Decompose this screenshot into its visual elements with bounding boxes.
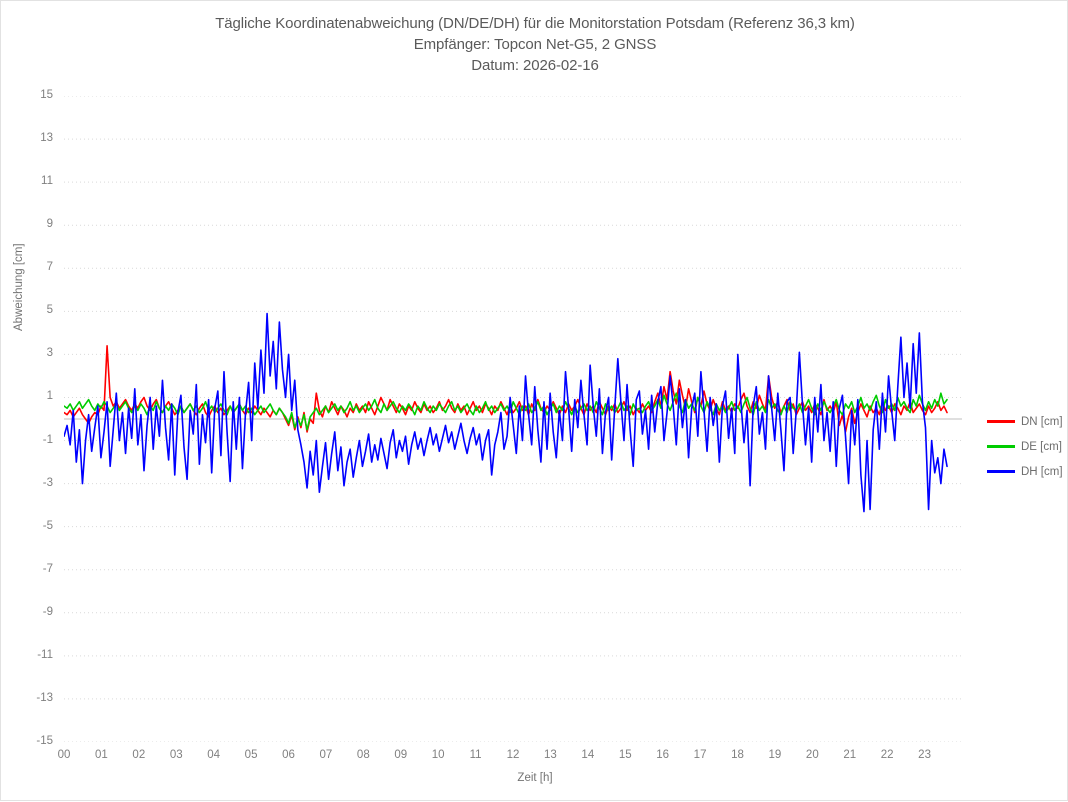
legend-item-label: DE [cm]	[1021, 440, 1062, 453]
y-tick-label: -7	[42, 562, 53, 575]
y-tick-label: -15	[36, 735, 53, 747]
y-axis-label: Abweichung [cm]	[13, 243, 25, 331]
y-tick-label: -9	[42, 605, 53, 618]
y-tick-label: 11	[41, 175, 53, 188]
legend-item[interactable]: DE [cm]	[987, 434, 1068, 459]
y-tick-label: -11	[37, 648, 53, 661]
y-tick-label: 3	[46, 347, 53, 360]
x-tick-label: 06	[282, 749, 295, 761]
x-tick-label: 23	[918, 749, 931, 761]
y-tick-label: 5	[46, 304, 53, 317]
x-tick-label: 16	[656, 749, 670, 761]
series-canvas	[64, 96, 962, 742]
x-tick-label: 08	[356, 749, 370, 761]
x-tick-label: 15	[618, 749, 632, 761]
x-tick-label: 07	[319, 749, 333, 761]
chart-title-line-3: Datum: 2026-02-16	[471, 57, 599, 74]
legend-color-swatch	[987, 420, 1015, 423]
x-tick-label: 02	[132, 749, 146, 761]
x-tick-label: 19	[768, 749, 782, 761]
legend-item-label: DH [cm]	[1021, 465, 1063, 478]
plot-area	[64, 96, 962, 742]
y-tick-label: -3	[42, 476, 53, 489]
y-tick-label: -13	[36, 691, 53, 704]
x-tick-label: 04	[207, 749, 221, 761]
series-line	[64, 312, 948, 513]
y-tick-label: 13	[40, 132, 53, 145]
x-tick-label: 00	[57, 749, 71, 761]
y-tick-label: -1	[42, 433, 53, 446]
legend-color-swatch	[987, 470, 1015, 473]
x-tick-label: 21	[843, 749, 857, 761]
x-tick-label: 09	[394, 749, 408, 761]
legend-item-label: DN [cm]	[1021, 415, 1063, 428]
x-tick-label: 18	[731, 749, 744, 761]
legend-item[interactable]: DH [cm]	[987, 459, 1068, 484]
legend-color-swatch	[987, 445, 1015, 448]
x-tick-label: 22	[880, 749, 894, 761]
y-tick-label: 1	[46, 390, 53, 403]
legend-item[interactable]: DN [cm]	[987, 409, 1068, 434]
series-line	[64, 392, 948, 431]
y-tick-label: 7	[46, 261, 53, 274]
x-tick-label: 20	[805, 749, 819, 761]
x-tick-label: 17	[693, 749, 707, 761]
x-tick-label: 14	[581, 749, 595, 761]
x-tick-label: 01	[95, 749, 108, 761]
x-tick-label: 13	[544, 749, 557, 761]
legend: DN [cm] DE [cm] DH [cm]	[987, 409, 1068, 484]
x-tick-label: 05	[244, 749, 258, 761]
x-axis-label: Zeit [h]	[517, 772, 553, 784]
x-tick-label: 03	[169, 749, 183, 761]
x-tick-label: 10	[431, 749, 445, 761]
x-tick-label: 11	[469, 749, 482, 761]
y-tick-label: -5	[42, 519, 53, 532]
y-tick-label: 15	[40, 89, 53, 101]
chart-title-block: Tägliche Koordinatenabweichung (DN/DE/DH…	[1, 13, 1068, 76]
x-tick-label: 12	[506, 749, 520, 761]
chart-title-line-2: Empfänger: Topcon Net-G5, 2 GNSS	[413, 36, 657, 53]
chart-title-line-1: Tägliche Koordinatenabweichung (DN/DE/DH…	[215, 15, 855, 32]
y-tick-label: 9	[46, 218, 53, 231]
